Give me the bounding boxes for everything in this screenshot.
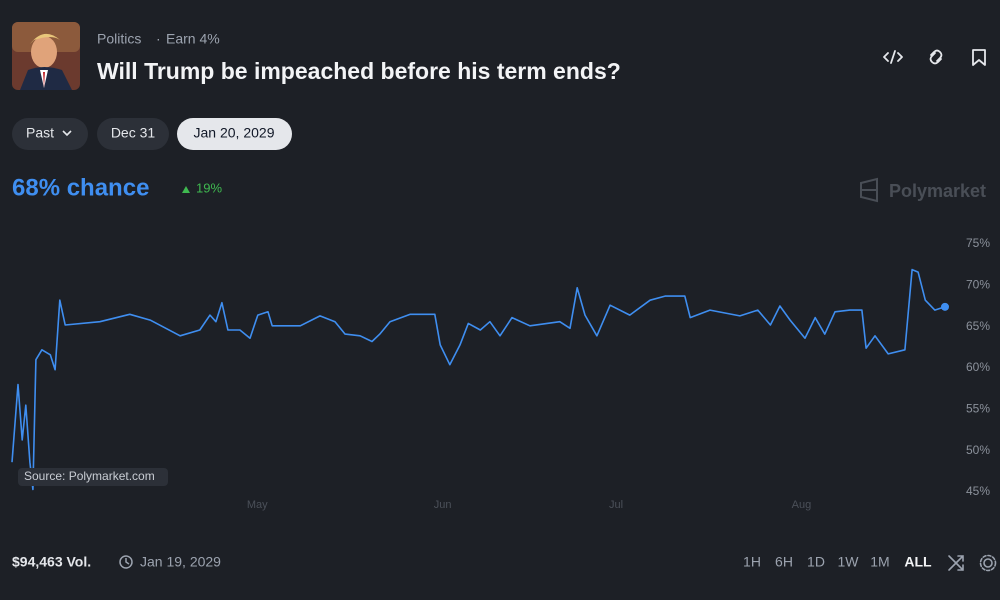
reward: Earn 4% bbox=[166, 31, 220, 47]
source-tag: Source: Polymarket.com bbox=[18, 468, 168, 486]
probability: 68% chance bbox=[12, 174, 149, 201]
link-icon[interactable] bbox=[929, 49, 943, 65]
filter-label: Past bbox=[26, 125, 54, 141]
end-date: Jan 19, 2029 bbox=[140, 554, 221, 570]
range-option[interactable]: 1H bbox=[743, 554, 761, 570]
range-option[interactable]: 1D bbox=[807, 554, 825, 570]
filter-past[interactable]: Past bbox=[12, 118, 88, 150]
chart-settings-swap[interactable] bbox=[948, 555, 964, 571]
category[interactable]: Politics bbox=[97, 31, 141, 47]
change: 19% bbox=[196, 180, 222, 195]
clock-icon bbox=[119, 555, 133, 569]
bookmark-icon[interactable] bbox=[972, 49, 986, 66]
chart: 45% 50% 55% 60% 65% 70% 75% May Jun Jul Aug bbox=[11, 236, 990, 511]
range-option[interactable]: 1M bbox=[870, 554, 889, 570]
change-arrow bbox=[182, 186, 190, 193]
range-option[interactable]: ALL bbox=[904, 554, 932, 570]
x-tick-label: Aug bbox=[792, 499, 812, 511]
x-tick-label: Jun bbox=[434, 499, 452, 511]
market-image bbox=[12, 22, 80, 90]
filter-dec31[interactable]: Dec 31 bbox=[97, 118, 169, 150]
brand: Polymarket bbox=[889, 181, 986, 201]
filter-label: Dec 31 bbox=[111, 125, 156, 141]
filter-label: Jan 20, 2029 bbox=[194, 125, 275, 141]
x-tick-label: May bbox=[247, 499, 268, 511]
brand-watermark: Polymarket bbox=[860, 177, 986, 203]
y-tick-label: 50% bbox=[966, 443, 990, 457]
range-selector: 1H 6H 1D 1W 1M ALL bbox=[743, 554, 932, 570]
x-tick-label: Jul bbox=[609, 499, 623, 511]
y-tick-label: 75% bbox=[966, 236, 990, 250]
chart-settings[interactable] bbox=[979, 554, 997, 572]
y-tick-label: 55% bbox=[966, 402, 990, 416]
market-title: Will Trump be impeached before his term … bbox=[97, 58, 621, 84]
price-line bbox=[11, 268, 946, 491]
source: Source: Polymarket.com bbox=[24, 469, 155, 483]
filter-jan20[interactable]: Jan 20, 2029 bbox=[177, 118, 292, 150]
range-option[interactable]: 6H bbox=[775, 554, 793, 570]
separator: · bbox=[156, 31, 161, 47]
y-tick-label: 70% bbox=[966, 278, 990, 292]
volume: $94,463 Vol. bbox=[12, 554, 91, 570]
range-option[interactable]: 1W bbox=[838, 554, 860, 570]
embed-icon[interactable] bbox=[883, 50, 903, 64]
y-tick-label: 45% bbox=[966, 484, 990, 498]
y-tick-label: 60% bbox=[966, 360, 990, 374]
current-point bbox=[941, 302, 949, 311]
y-tick-label: 65% bbox=[966, 319, 990, 333]
